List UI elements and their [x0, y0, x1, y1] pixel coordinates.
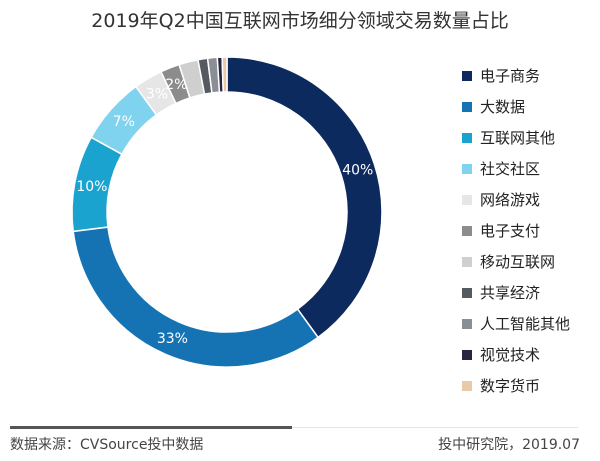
- legend-item: 视觉技术: [462, 339, 570, 370]
- legend-label: 共享经济: [480, 284, 541, 302]
- legend-swatch: [462, 318, 472, 329]
- legend-label: 移动互联网: [480, 253, 556, 271]
- legend-item: 移动互联网: [462, 246, 570, 277]
- source-note: 数据来源：CVSource投中数据: [10, 437, 204, 453]
- legend-label: 社交社区: [480, 160, 541, 178]
- legend-item: 社交社区: [462, 153, 570, 184]
- chart-title: 2019年Q2中国互联网市场细分领域交易数量占比: [91, 10, 509, 32]
- donut-chart: 40% 33% 10% 7% 3%2%: [71, 56, 383, 368]
- legend-swatch: [462, 225, 472, 236]
- data-label: 40%: [342, 163, 373, 179]
- slice-10: [221, 56, 228, 93]
- legend-label: 大数据: [480, 98, 526, 116]
- data-label: 7%: [113, 114, 135, 130]
- legend-item: 大数据: [462, 91, 570, 122]
- divider: [292, 427, 578, 428]
- legend-swatch: [462, 380, 472, 391]
- legend-label: 人工智能其他: [480, 315, 571, 333]
- legend-item: 共享经济: [462, 277, 570, 308]
- legend-label: 电子支付: [480, 222, 541, 240]
- data-label: 3%: [146, 87, 168, 103]
- legend-label: 视觉技术: [480, 346, 541, 364]
- legend-item: 人工智能其他: [462, 308, 570, 339]
- legend: 电子商务大数据互联网其他社交社区网络游戏电子支付移动互联网共享经济人工智能其他视…: [462, 60, 570, 401]
- legend-label: 互联网其他: [480, 129, 556, 147]
- legend-swatch: [462, 132, 472, 143]
- legend-item: 数字货币: [462, 370, 570, 401]
- legend-label: 电子商务: [480, 67, 541, 85]
- legend-item: 电子商务: [462, 60, 570, 91]
- legend-label: 网络游戏: [480, 191, 541, 209]
- legend-swatch: [462, 194, 472, 205]
- slice-0: [226, 56, 383, 339]
- data-label: 10%: [76, 179, 107, 195]
- data-label: 2%: [165, 77, 187, 93]
- legend-item: 互联网其他: [462, 122, 570, 153]
- legend-label: 数字货币: [480, 377, 541, 395]
- legend-swatch: [462, 349, 472, 360]
- legend-swatch: [462, 163, 472, 174]
- data-label: 33%: [157, 331, 188, 347]
- credit-note: 投中研究院，2019.07: [438, 437, 580, 453]
- legend-swatch: [462, 287, 472, 298]
- divider: [10, 426, 292, 429]
- legend-item: 网络游戏: [462, 184, 570, 215]
- legend-swatch: [462, 256, 472, 267]
- legend-swatch: [462, 70, 472, 81]
- legend-item: 电子支付: [462, 215, 570, 246]
- legend-swatch: [462, 101, 472, 112]
- slice-1: [72, 226, 320, 368]
